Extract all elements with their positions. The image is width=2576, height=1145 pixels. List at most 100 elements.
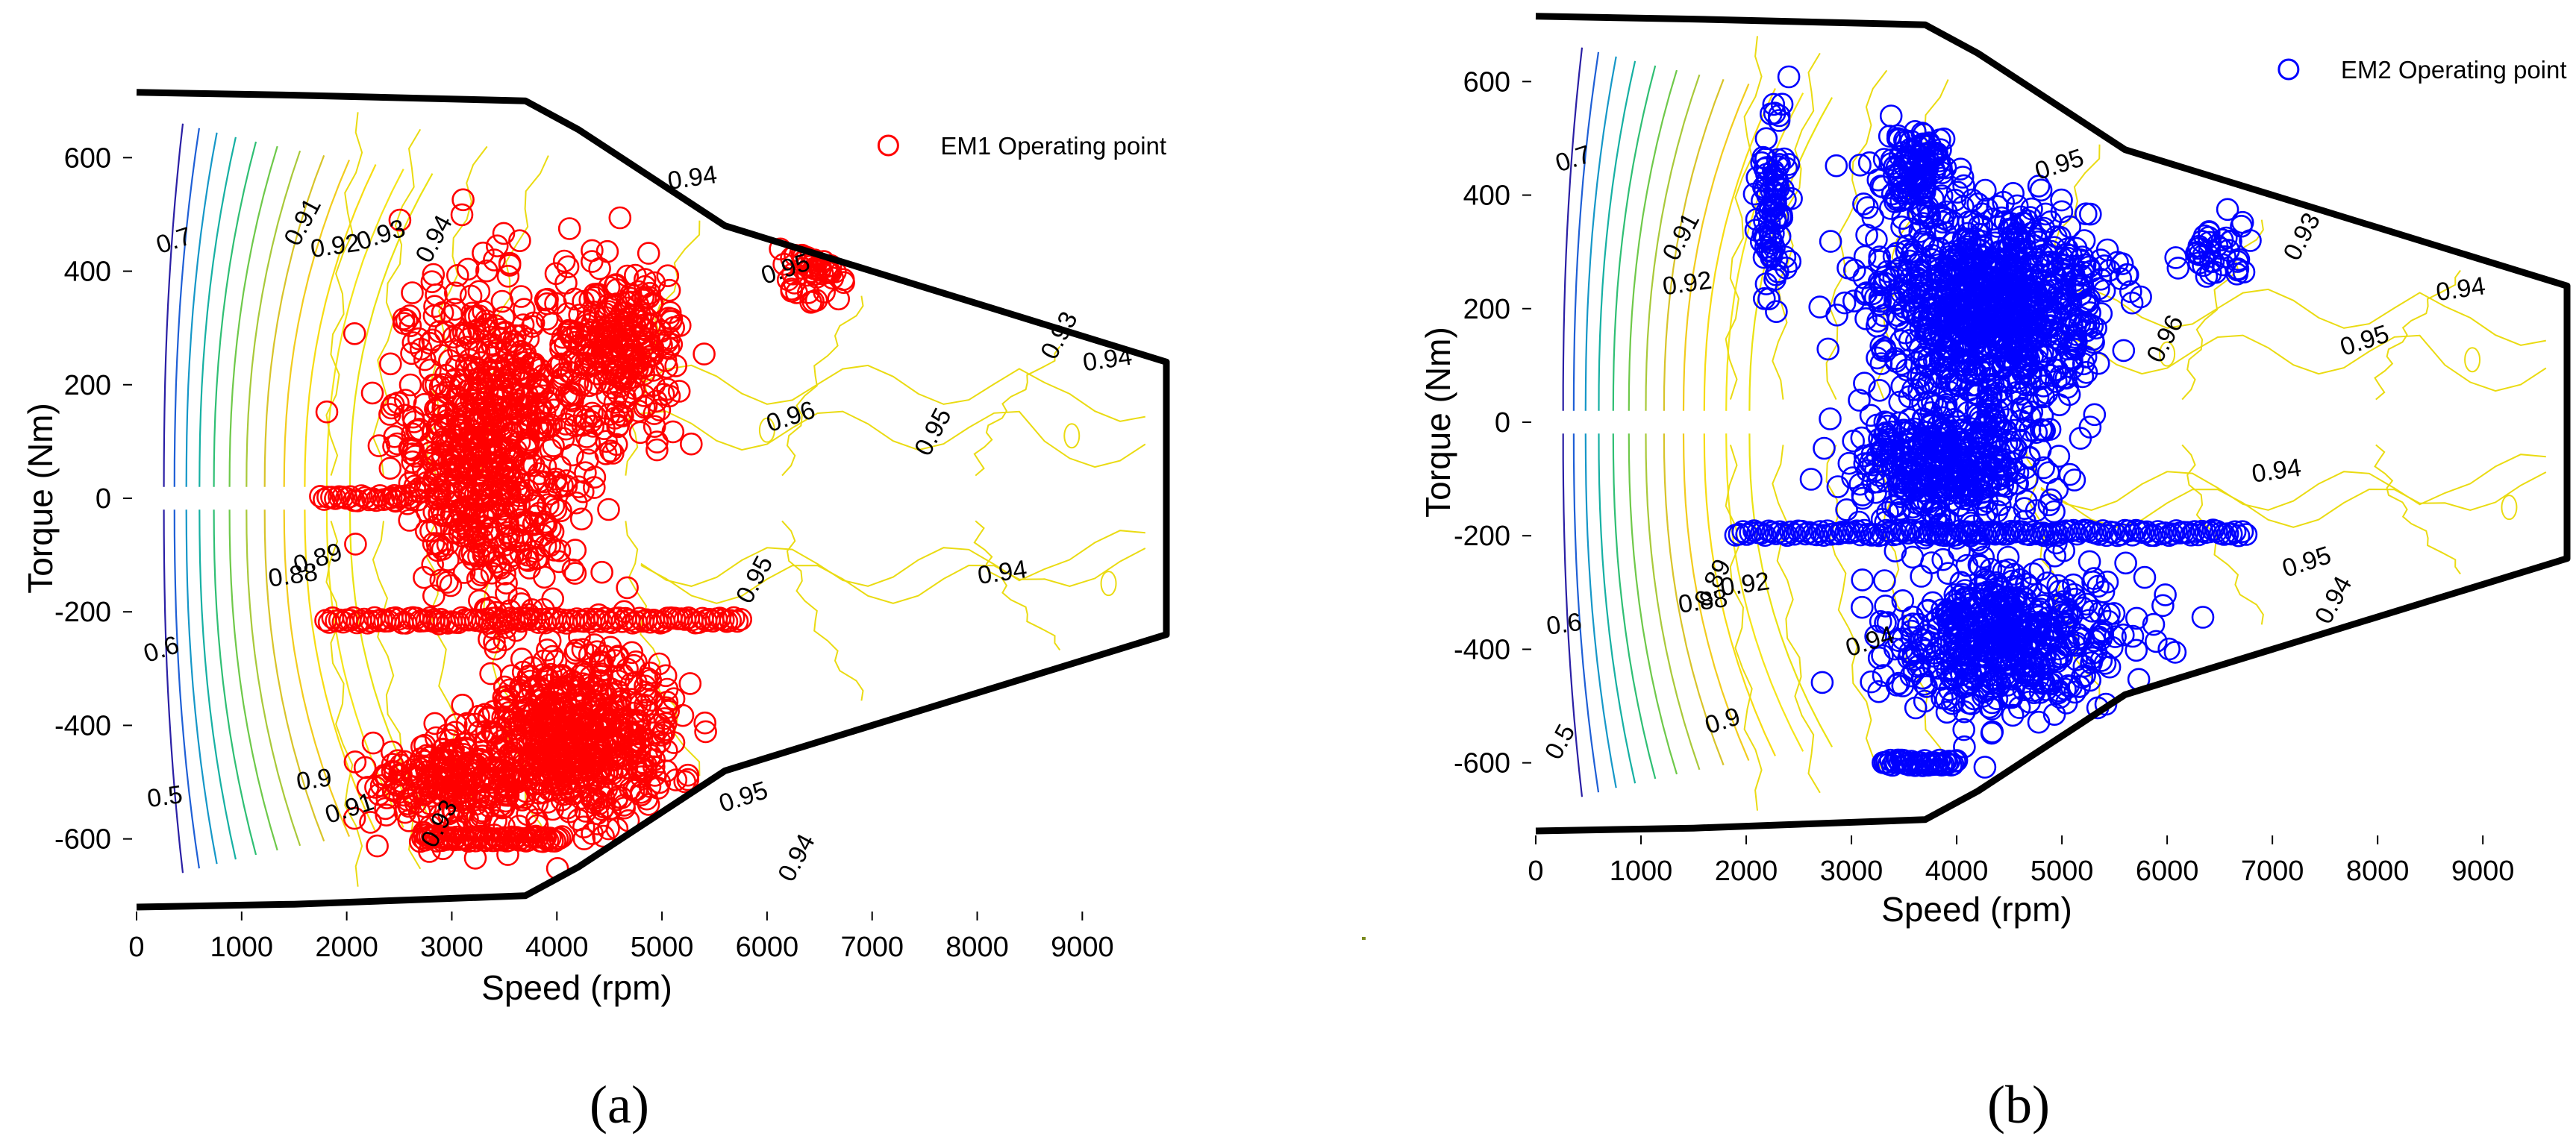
operating-point	[616, 576, 639, 600]
operating-point	[2179, 523, 2203, 547]
operating-point	[1997, 611, 2020, 635]
operating-point	[401, 281, 424, 304]
operating-point	[2025, 421, 2048, 445]
operating-point	[1937, 521, 1960, 545]
contour-line	[1572, 433, 1600, 793]
contour-line	[2040, 454, 2546, 511]
operating-point	[676, 763, 700, 787]
contour-line	[1748, 433, 1833, 747]
operating-point	[1973, 756, 1997, 779]
operating-point	[1841, 466, 1864, 489]
operating-point	[1777, 153, 1801, 176]
operating-point	[556, 255, 580, 279]
efficiency-contours	[163, 112, 1146, 887]
operating-point	[509, 357, 533, 380]
operating-point	[1855, 223, 1878, 247]
operating-point	[1881, 495, 1904, 518]
operating-point	[1808, 520, 1832, 543]
operating-point	[1868, 250, 1891, 273]
operating-point	[504, 324, 527, 348]
operating-point	[343, 321, 366, 345]
operating-point	[400, 342, 423, 366]
operating-point	[1999, 319, 2023, 342]
operating-point	[2014, 373, 2038, 397]
operating-point	[1764, 522, 1788, 545]
operating-point	[627, 399, 650, 423]
operating-point	[1939, 431, 1962, 454]
operating-point	[583, 286, 607, 310]
operating-point	[2175, 521, 2199, 545]
operating-point	[436, 504, 460, 527]
operating-point	[472, 543, 495, 567]
operating-point	[507, 493, 531, 517]
operating-point	[1836, 256, 1860, 280]
operating-point	[529, 395, 553, 419]
operating-point	[637, 242, 660, 265]
operating-point	[554, 469, 578, 492]
operating-point	[587, 792, 611, 815]
operating-point	[397, 809, 421, 832]
operating-point	[489, 387, 513, 411]
contour-line	[348, 173, 434, 487]
operating-point	[659, 310, 683, 333]
contour-loop	[758, 417, 775, 443]
operating-point	[590, 560, 613, 584]
operating-point	[1866, 168, 1890, 192]
operating-point	[2015, 286, 2039, 310]
operating-point	[2001, 596, 2025, 620]
contour-label: 0.95	[2336, 319, 2392, 362]
y-axis-label: Torque (Nm)	[21, 403, 60, 594]
contour-line	[228, 509, 278, 851]
operating-point	[1888, 482, 1911, 506]
operating-point	[827, 287, 850, 311]
operating-point	[1868, 292, 1891, 316]
x-tick-label: 3000	[1820, 856, 1883, 887]
operating-point	[2163, 641, 2187, 664]
operating-point	[519, 412, 543, 436]
operating-point	[2142, 524, 2166, 548]
operating-point	[401, 405, 425, 429]
operating-point	[494, 789, 518, 813]
operating-point	[1913, 166, 1936, 190]
operating-point	[431, 301, 454, 324]
operating-point	[569, 764, 593, 787]
operating-point	[2042, 703, 2066, 727]
operating-point	[516, 549, 540, 572]
operating-point	[2078, 287, 2101, 311]
contour-line	[2040, 288, 2546, 346]
operating-point	[531, 378, 555, 401]
operating-point	[360, 381, 384, 405]
operating-point	[2018, 446, 2041, 470]
operating-point	[492, 306, 516, 329]
x-tick-label: 8000	[2346, 856, 2410, 887]
operating-point	[655, 677, 679, 701]
operating-point	[472, 765, 495, 788]
operating-point	[1981, 720, 2004, 744]
operating-point	[2110, 252, 2134, 275]
operating-point	[625, 778, 648, 801]
operating-point	[636, 667, 659, 690]
contour-label: 0.95	[909, 404, 957, 460]
operating-point	[2055, 578, 2078, 602]
operating-point	[1946, 650, 1969, 674]
operating-point	[2027, 291, 2050, 315]
operating-point	[1761, 201, 1784, 224]
operating-point	[1933, 652, 1956, 676]
operating-point	[367, 434, 391, 457]
operating-point	[2133, 565, 2157, 589]
operating-point	[1983, 404, 2006, 427]
operating-point	[493, 675, 516, 699]
operating-point	[606, 680, 630, 703]
operating-point	[1777, 65, 1801, 89]
operating-point	[586, 362, 610, 386]
operating-point	[1767, 104, 1791, 128]
x-axis-label: Speed (rpm)	[481, 968, 672, 1007]
operating-point	[1952, 718, 1975, 741]
operating-point	[2093, 651, 2117, 675]
operating-point	[416, 773, 440, 797]
contour-line	[1682, 433, 1750, 762]
operating-point	[1952, 432, 1975, 455]
torque-envelope	[1535, 13, 2571, 835]
operating-point	[2142, 612, 2166, 636]
axes: 0 1000 2000 3000 4000 5000 6000 7000 8000 9000600…	[54, 142, 1114, 963]
